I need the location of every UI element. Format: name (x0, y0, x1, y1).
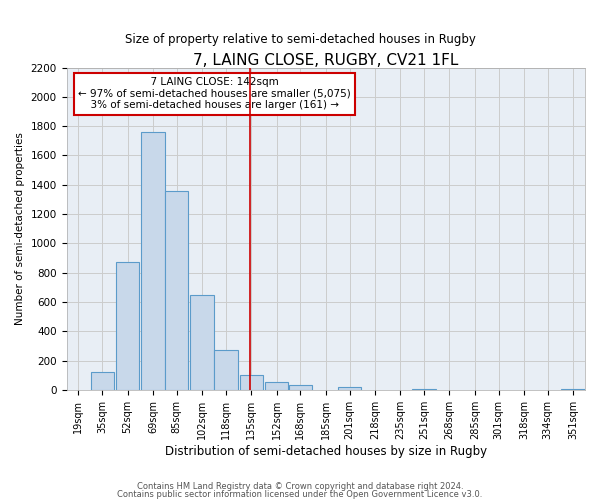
Bar (338, 387, 361, 390)
Title: 7, LAING CLOSE, RUGBY, CV21 1FL: 7, LAING CLOSE, RUGBY, CV21 1FL (193, 52, 458, 68)
X-axis label: Distribution of semi-detached houses by size in Rugby: Distribution of semi-detached houses by … (165, 444, 487, 458)
Bar (165, 192, 188, 390)
Bar (289, 386, 312, 390)
Text: Size of property relative to semi-detached houses in Rugby: Size of property relative to semi-detach… (125, 32, 475, 46)
Bar (412, 389, 436, 390)
Bar (265, 382, 288, 390)
Bar (190, 295, 214, 390)
Text: Contains HM Land Registry data © Crown copyright and database right 2024.: Contains HM Land Registry data © Crown c… (137, 482, 463, 491)
Bar (116, 262, 139, 390)
Bar (91, 372, 114, 390)
Bar (214, 350, 238, 390)
Bar (562, 389, 585, 390)
Y-axis label: Number of semi-detached properties: Number of semi-detached properties (15, 132, 25, 325)
Text: 7 LAING CLOSE: 142sqm  
← 97% of semi-detached houses are smaller (5,075)
  3% o: 7 LAING CLOSE: 142sqm ← 97% of semi-deta… (78, 77, 350, 110)
Bar (141, 132, 164, 390)
Bar (239, 375, 263, 390)
Text: Contains public sector information licensed under the Open Government Licence v3: Contains public sector information licen… (118, 490, 482, 499)
